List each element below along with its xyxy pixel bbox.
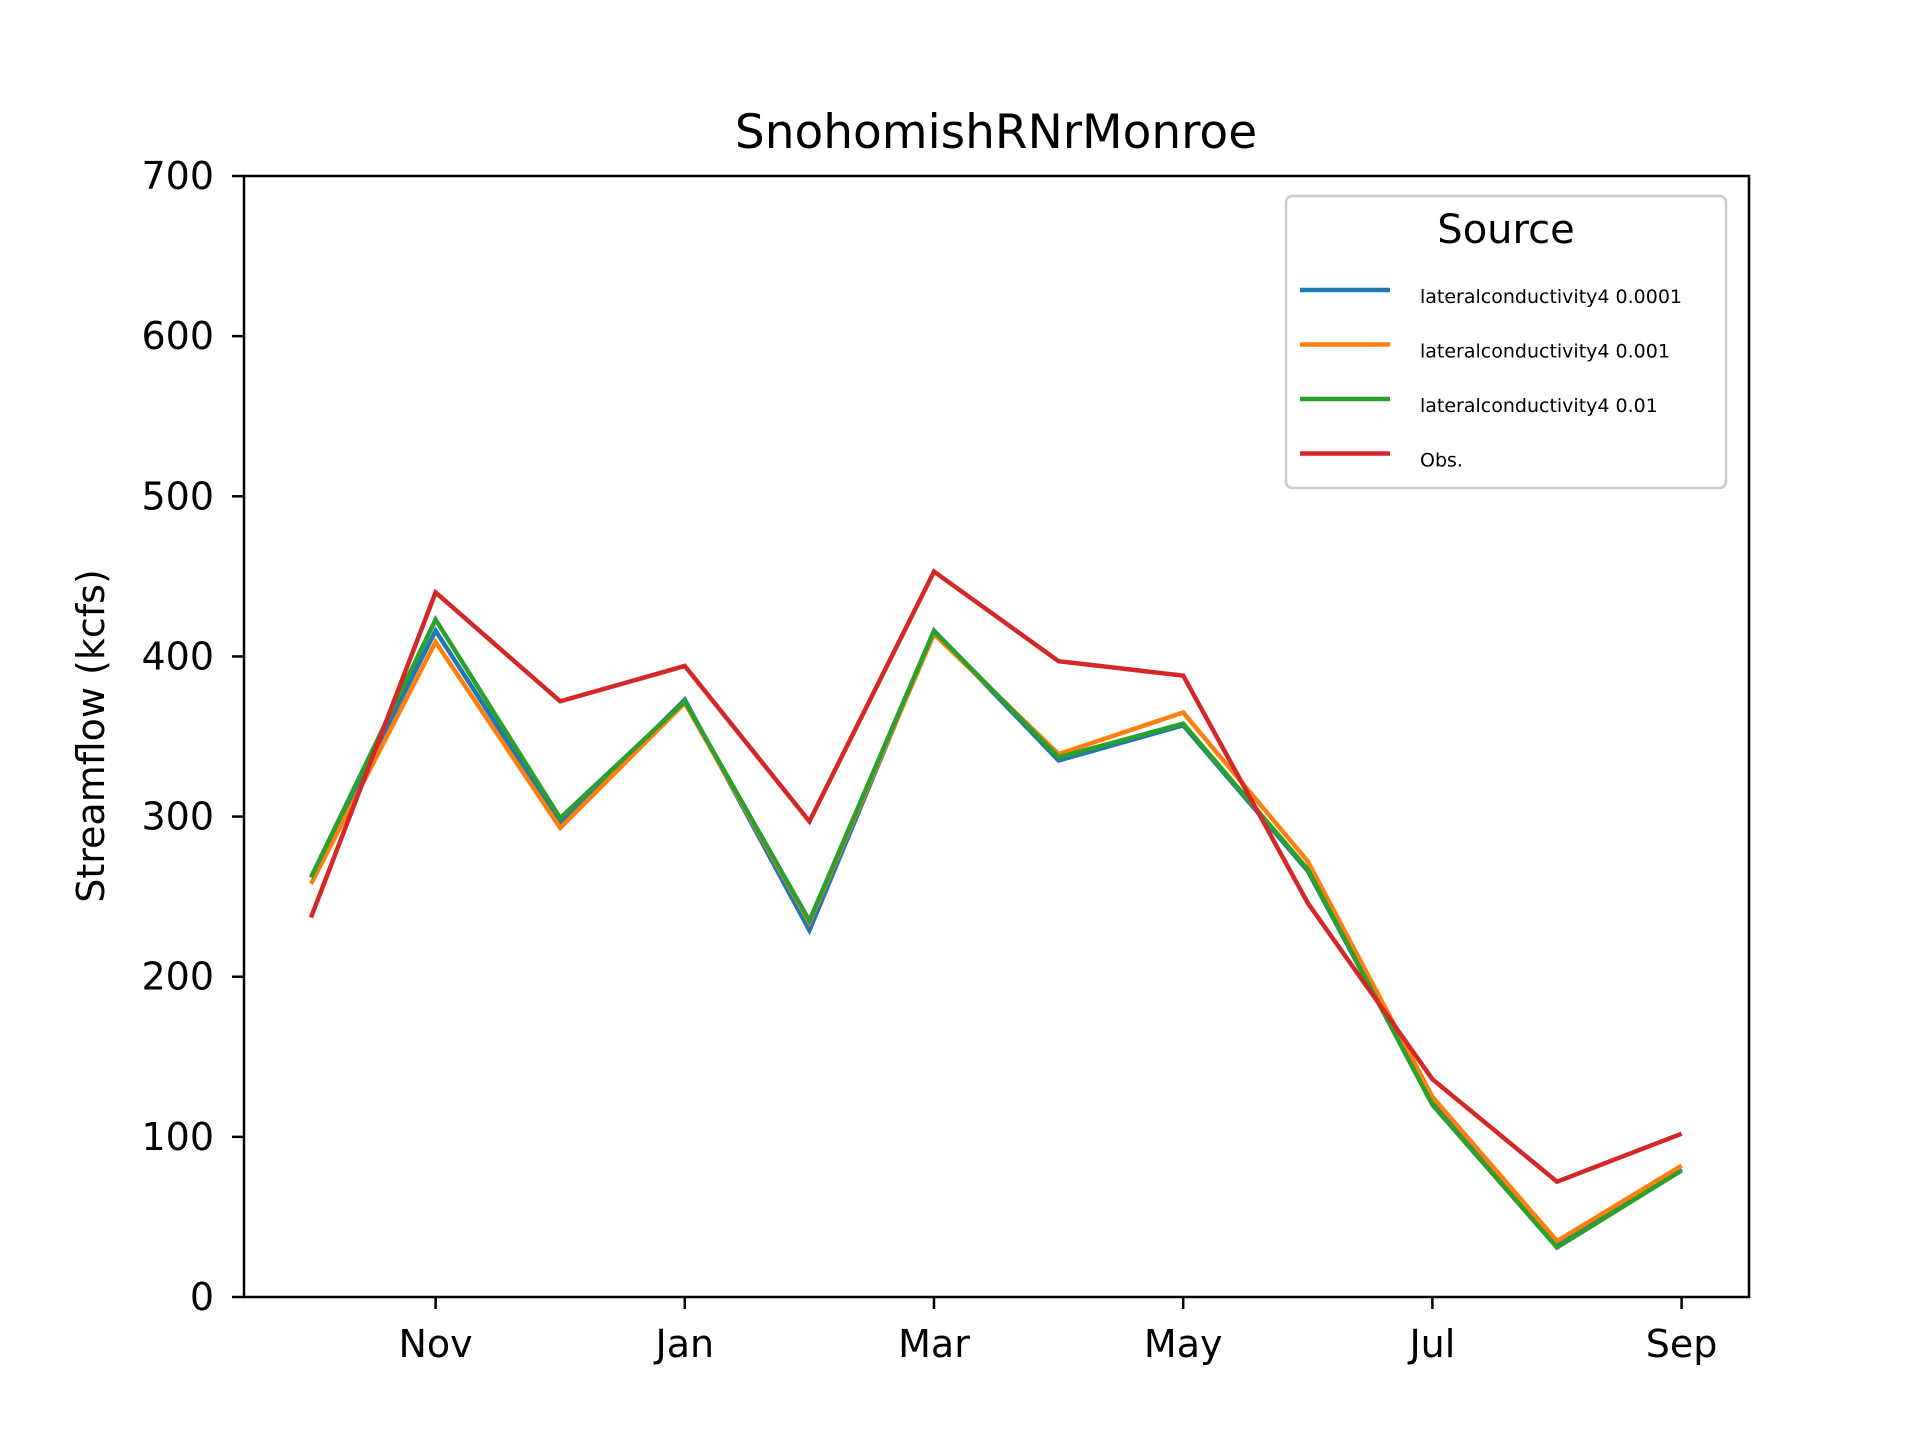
- x-tick-label: Jan: [654, 1322, 715, 1366]
- legend-label: Obs.: [1420, 450, 1463, 472]
- legend-label: lateralconductivity4 0.001: [1420, 341, 1670, 363]
- y-tick-label: 600: [141, 314, 214, 358]
- y-tick-label: 200: [141, 955, 214, 999]
- y-tick-label: 500: [141, 474, 214, 518]
- y-axis: 0 100 200 300 400 500 600 700: [141, 154, 244, 1319]
- legend-label: lateralconductivity4 0.0001: [1420, 286, 1682, 308]
- legend-title: Source: [1437, 207, 1574, 253]
- y-tick-label: 700: [141, 154, 214, 198]
- y-tick-label: 0: [190, 1275, 214, 1319]
- series-lines: [308, 568, 1683, 1251]
- legend-label: lateralconductivity4 0.01: [1420, 395, 1658, 417]
- x-tick-label: Mar: [898, 1322, 970, 1366]
- x-axis: Nov Jan Mar May Jul Sep: [399, 1297, 1718, 1366]
- plot-frame: [242, 174, 1751, 1299]
- y-tick-label: 100: [141, 1115, 214, 1159]
- chart-title: SnohomishRNrMonroe: [735, 105, 1257, 160]
- legend-box: [1284, 194, 1728, 490]
- y-axis-label: Streamflow (kcfs): [69, 569, 113, 903]
- x-tick-label: Nov: [399, 1322, 473, 1366]
- legend: Source lateralconductivity4 0.0001 latera…: [1284, 194, 1728, 490]
- series-line-2: [308, 614, 1683, 1251]
- x-tick-label: May: [1144, 1322, 1223, 1366]
- y-tick-label: 400: [141, 634, 214, 678]
- x-tick-label: Sep: [1646, 1322, 1718, 1366]
- series-line-3: [308, 568, 1683, 1185]
- y-tick-label: 300: [141, 795, 214, 839]
- x-tick-label: Jul: [1407, 1322, 1455, 1366]
